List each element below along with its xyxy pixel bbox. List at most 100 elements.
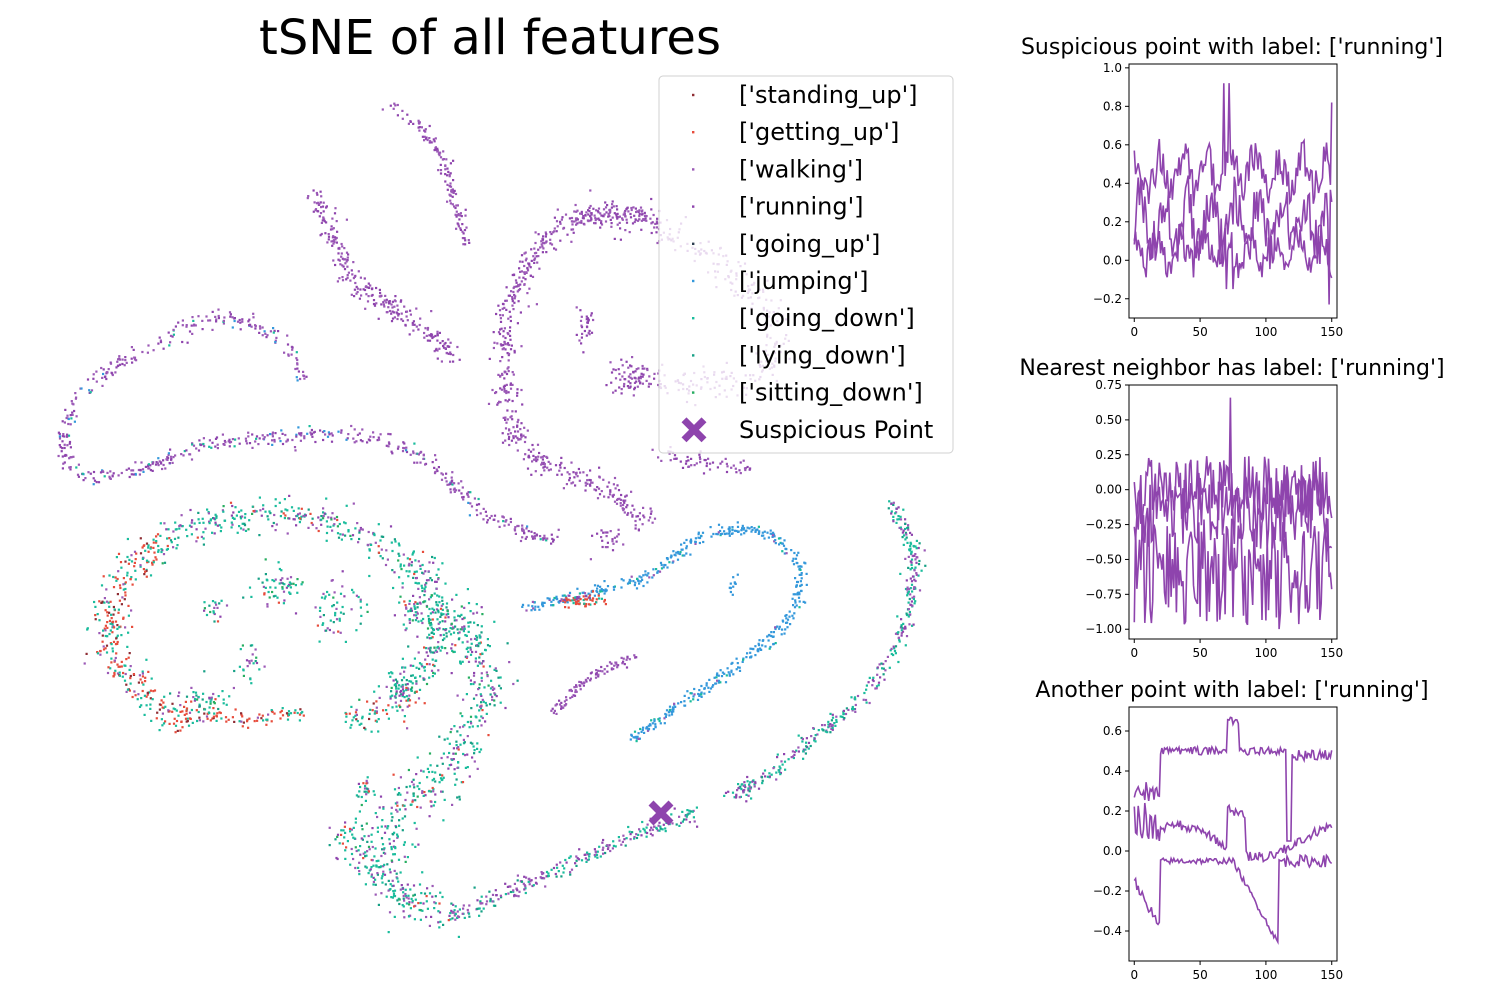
scatter-point: [503, 377, 506, 380]
scatter-point: [546, 466, 549, 469]
scatter-point: [579, 319, 583, 322]
scatter-point: [575, 306, 578, 309]
scatter-point: [555, 230, 558, 233]
scatter-point: [503, 327, 506, 330]
scatter-point: [511, 399, 514, 403]
scatter-point: [387, 445, 390, 448]
scatter-point: [606, 670, 609, 673]
scatter-point: [317, 516, 320, 519]
scatter-point: [894, 652, 897, 655]
scatter-point: [569, 873, 572, 876]
scatter-point: [558, 699, 561, 702]
scatter-point: [594, 855, 597, 858]
scatter-point: [829, 723, 832, 726]
scatter-point: [141, 546, 144, 549]
scatter-point: [327, 233, 330, 236]
scatter-point: [241, 522, 244, 525]
scatter-point: [366, 286, 369, 289]
scatter-point: [582, 215, 585, 218]
scatter-point: [548, 597, 551, 600]
scatter-point: [479, 662, 482, 665]
scatter-point: [528, 287, 531, 290]
scatter-point: [141, 681, 144, 684]
scatter-point: [606, 664, 609, 668]
scatter-point: [228, 311, 232, 314]
scatter-point: [282, 512, 285, 515]
scatter-point: [391, 300, 394, 303]
scatter-point: [305, 375, 308, 378]
scatter-point: [255, 435, 259, 438]
scatter-point: [417, 126, 420, 129]
scatter-point: [797, 746, 800, 749]
scatter-point: [145, 658, 148, 661]
scatter-point: [676, 558, 680, 561]
scatter-point: [543, 462, 546, 466]
scatter-point: [588, 852, 591, 856]
scatter-point: [816, 733, 819, 736]
scatter-point: [221, 509, 224, 512]
scatter-point: [214, 315, 217, 318]
scatter-point: [409, 453, 412, 456]
scatter-point: [913, 569, 916, 572]
scatter-point: [393, 571, 396, 574]
scatter-point: [437, 669, 440, 672]
scatter-point: [444, 620, 447, 623]
scatter-point: [289, 712, 293, 715]
scatter-point: [258, 325, 262, 328]
scatter-point: [556, 473, 559, 476]
scatter-point: [118, 626, 121, 629]
scatter-point: [767, 639, 770, 642]
scatter-point: [354, 711, 358, 714]
scatter-point: [410, 680, 413, 683]
scatter-point: [72, 403, 75, 406]
scatter-point: [480, 676, 483, 679]
scatter-point: [317, 210, 320, 213]
scatter-point: [282, 602, 285, 605]
scatter-point: [352, 826, 355, 829]
scatter-point: [171, 702, 174, 705]
scatter-point: [323, 512, 326, 515]
scatter-point: [437, 611, 440, 614]
scatter-point: [357, 795, 360, 798]
scatter-point: [417, 119, 420, 122]
scatter-point: [283, 583, 286, 586]
scatter-point: [711, 685, 714, 688]
scatter-point: [778, 770, 781, 774]
scatter-point: [555, 595, 558, 598]
scatter-point: [424, 128, 427, 131]
scatter-point: [502, 335, 505, 338]
scatter-point: [614, 389, 617, 392]
scatter-point: [560, 705, 563, 708]
scatter-point: [464, 766, 467, 769]
scatter-point: [311, 517, 314, 520]
scatter-point: [554, 464, 558, 467]
scatter-point: [294, 612, 298, 615]
scatter-point: [599, 226, 602, 229]
scatter-point: [449, 202, 452, 205]
scatter-point: [90, 389, 94, 392]
scatter-point: [116, 634, 119, 637]
scatter-point: [345, 251, 349, 254]
scatter-point: [75, 415, 78, 418]
scatter-point: [323, 430, 326, 433]
scatter-point: [357, 849, 360, 852]
scatter-point: [436, 149, 439, 152]
scatter-point: [340, 242, 343, 246]
scatter-point: [157, 342, 160, 345]
scatter-point: [340, 833, 343, 836]
scatter-point: [764, 645, 767, 648]
scatter-point: [387, 889, 390, 892]
scatter-point: [251, 644, 254, 647]
scatter-point: [137, 681, 140, 684]
scatter-point: [783, 632, 786, 635]
scatter-point: [413, 893, 416, 896]
scatter-point: [603, 600, 606, 603]
scatter-point: [723, 530, 726, 533]
scatter-point: [408, 901, 411, 904]
scatter-point: [480, 910, 483, 913]
scatter-point: [423, 139, 426, 142]
scatter-point: [248, 662, 251, 665]
scatter-point: [110, 613, 113, 616]
scatter-point: [550, 709, 553, 712]
scatter-point: [111, 631, 114, 634]
